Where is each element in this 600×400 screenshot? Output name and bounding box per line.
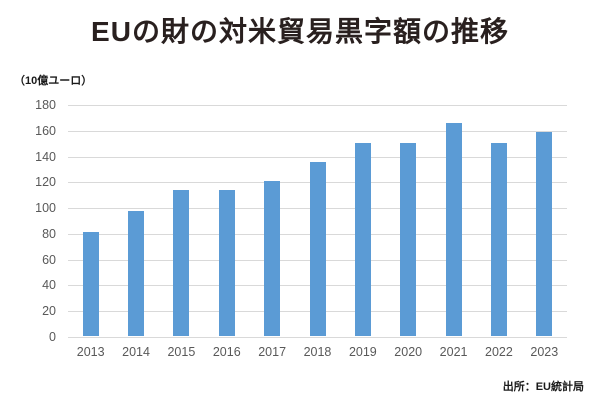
y-tick-label-80: 80	[42, 226, 56, 241]
y-tick-label-160: 160	[35, 123, 56, 138]
bar-2022	[490, 142, 507, 336]
gridline-y-160	[68, 130, 567, 132]
x-tick-label-2022: 2022	[485, 345, 513, 359]
x-tick-label-2017: 2017	[258, 345, 287, 359]
y-tick-label-120: 120	[35, 175, 56, 190]
bar-2015	[173, 190, 190, 336]
gridline-y-140	[68, 156, 567, 158]
y-tick-label-20: 20	[42, 304, 56, 319]
bar-2018	[309, 162, 326, 336]
plot-area	[68, 105, 567, 338]
x-tick-label-2013: 2013	[76, 345, 105, 359]
bar-2017	[264, 181, 281, 336]
y-tick-label-100: 100	[35, 201, 56, 216]
y-tick-label-180: 180	[35, 98, 56, 112]
gridline-y-180	[68, 105, 567, 106]
bar-2014	[128, 210, 145, 336]
source-note: 出所：EU統計局	[502, 381, 584, 393]
y-tick-label-40: 40	[42, 278, 56, 293]
x-tick-label-2016: 2016	[212, 345, 241, 359]
bar-2023	[536, 132, 553, 336]
y-axis-unit-label: （10億ユーロ）	[14, 75, 93, 87]
bar-2016	[218, 190, 235, 336]
x-tick-label-2014: 2014	[122, 345, 150, 359]
x-tick-label-2018: 2018	[303, 345, 332, 359]
y-tick-label-60: 60	[42, 252, 56, 267]
y-tick-label-140: 140	[35, 149, 56, 164]
bar-2019	[354, 142, 371, 336]
x-tick-label-2019: 2019	[348, 345, 377, 359]
x-tick-label-2023: 2023	[530, 345, 559, 359]
chart-title: EUの財の対米貿易黒字額の推移	[91, 16, 509, 47]
x-tick-label-2021: 2021	[439, 345, 468, 359]
y-tick-label-0: 0	[49, 330, 56, 344]
bar-2021	[445, 123, 462, 336]
gridline-y-0	[68, 337, 567, 338]
x-tick-label-2015: 2015	[167, 345, 196, 359]
x-tick-label-2020: 2020	[394, 345, 423, 359]
bar-2013	[82, 231, 99, 336]
bar-2020	[400, 142, 417, 336]
